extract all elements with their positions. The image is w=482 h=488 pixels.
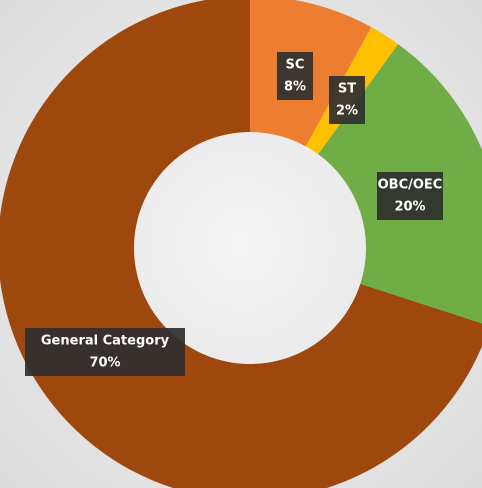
slice-label: OBC/OEC	[378, 178, 443, 193]
label-box	[25, 328, 185, 376]
slice-label: SC	[286, 58, 305, 73]
label-box	[277, 52, 313, 100]
slice-value-label: 2%	[336, 104, 358, 119]
slice-value-label: 20%	[394, 200, 425, 215]
slice-value-label: 70%	[89, 356, 120, 371]
slice-label: ST	[338, 82, 356, 97]
label-box	[377, 172, 443, 220]
slice-value-label: 8%	[284, 80, 306, 95]
slice-label: General Category	[41, 334, 170, 349]
label-box	[329, 76, 365, 124]
